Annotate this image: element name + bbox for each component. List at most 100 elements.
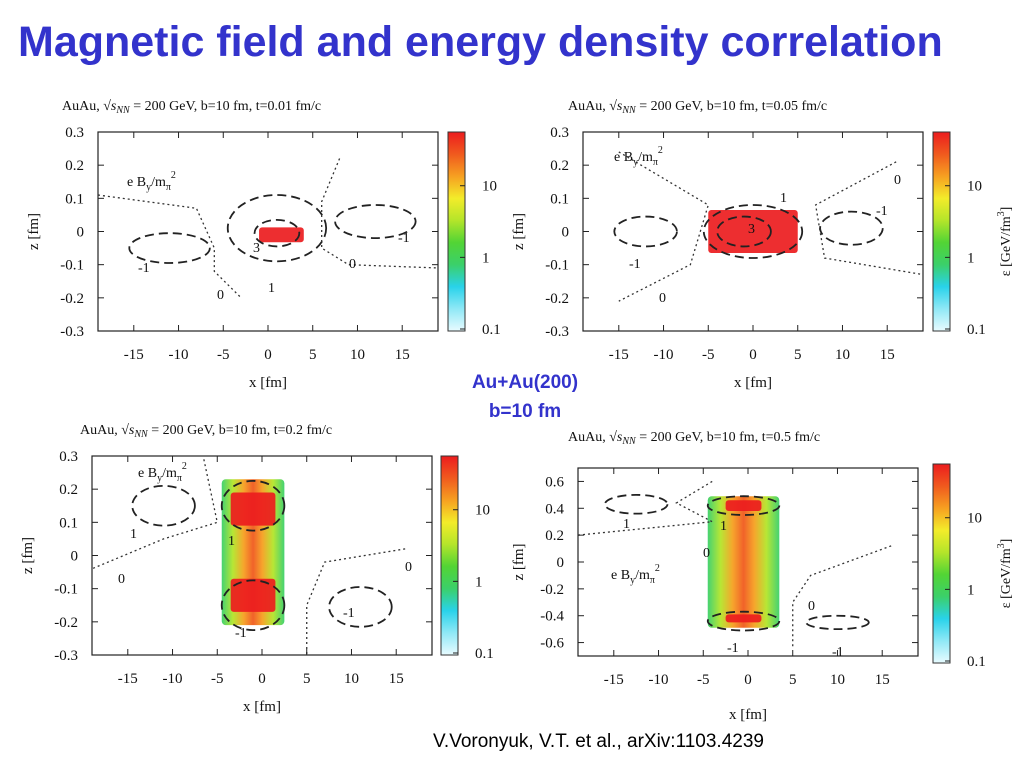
colorbar <box>447 131 466 332</box>
y-tick-label: 0.1 <box>59 515 78 531</box>
contour-value-label: 3 <box>253 241 260 256</box>
contour-value-label: 1 <box>780 191 787 206</box>
panel-title: AuAu, √sNN = 200 GeV, b=10 fm, t=0.2 fm/… <box>80 423 332 440</box>
x-tick-label: 0 <box>258 671 266 687</box>
contour-value-label: -1 <box>629 257 641 272</box>
x-tick-label: -5 <box>702 347 715 363</box>
x-tick-label: -15 <box>604 672 624 688</box>
y-axis-label: z [fm] <box>511 543 527 580</box>
x-axis-label: x [fm] <box>734 375 772 391</box>
colorbar-tick-label: 0.1 <box>967 322 986 338</box>
colorbar-tick-label: 10 <box>967 179 982 195</box>
y-tick-label: -0.1 <box>54 582 78 598</box>
y-tick-label: 0.4 <box>545 501 564 517</box>
b-contour-1 <box>706 610 781 632</box>
colorbar-tick-label: 0.1 <box>475 646 494 662</box>
energy-density-blob-2 <box>230 578 276 612</box>
y-tick-label: 0.6 <box>545 474 564 490</box>
b-zero-line-1 <box>792 545 892 650</box>
contour-value-label: -1 <box>398 231 410 246</box>
y-tick-label: 0.3 <box>65 125 84 141</box>
y-tick-label: 0.2 <box>545 528 564 544</box>
energy-density-blob-0 <box>708 209 798 254</box>
contour-value-label: 0 <box>405 560 412 575</box>
x-tick-label: 15 <box>389 671 404 687</box>
x-tick-label: 15 <box>395 347 410 363</box>
b-contour-1 <box>253 218 301 248</box>
x-tick-label: -5 <box>697 672 710 688</box>
panel-title: AuAu, √sNN = 200 GeV, b=10 fm, t=0.01 fm… <box>62 99 321 116</box>
x-tick-label: 5 <box>309 347 317 363</box>
b-contour-3 <box>805 614 870 631</box>
field-label: e By/mπ2 <box>614 145 663 168</box>
y-tick-label: -0.2 <box>54 615 78 631</box>
citation: V.Voronyuk, V.T. et al., arXiv:1103.4239 <box>433 731 764 752</box>
panel-title: AuAu, √sNN = 200 GeV, b=10 fm, t=0.5 fm/… <box>568 430 820 447</box>
colorbar <box>932 463 951 664</box>
contour-value-label: 0 <box>894 173 901 188</box>
colorbar-label: ε [GeV/fm3] <box>996 207 1014 277</box>
colorbar-tick-label: 1 <box>967 582 975 598</box>
contour-value-label: -1 <box>138 261 150 276</box>
b-contour-3 <box>334 204 417 240</box>
field-label: e By/mπ2 <box>611 563 660 586</box>
energy-density-blob-1 <box>230 492 276 526</box>
collision-label: Au+Au(200) <box>471 372 579 393</box>
b-contour-3 <box>328 586 393 628</box>
y-axis-label: z [fm] <box>26 213 42 250</box>
y-axis-label: z [fm] <box>20 537 36 574</box>
panel-title: AuAu, √sNN = 200 GeV, b=10 fm, t=0.05 fm… <box>568 99 827 116</box>
x-axis-label: x [fm] <box>243 699 281 715</box>
field-label: e By/mπ2 <box>138 461 187 484</box>
x-tick-label: 5 <box>789 672 797 688</box>
y-tick-label: 0.3 <box>59 449 78 465</box>
contour-value-label: -1 <box>876 204 888 219</box>
y-tick-label: 0.2 <box>59 482 78 498</box>
x-tick-label: 10 <box>344 671 359 687</box>
contour-value-label: -1 <box>727 641 739 656</box>
y-axis-label: z [fm] <box>511 213 527 250</box>
b-zero-line-0 <box>618 151 710 302</box>
x-tick-label: 10 <box>350 347 365 363</box>
y-tick-label: -0.3 <box>60 324 84 340</box>
b-contour-3 <box>819 210 884 246</box>
y-tick-label: -0.1 <box>60 258 84 274</box>
b-contour-2 <box>131 484 196 527</box>
colorbar <box>932 131 951 332</box>
b-zero-line-1 <box>814 161 923 276</box>
b-contour-0 <box>702 204 804 259</box>
x-tick-label: -5 <box>217 347 230 363</box>
x-tick-label: 0 <box>264 347 272 363</box>
b-contour-2 <box>128 232 211 264</box>
contour-value-label: 3 <box>748 222 755 237</box>
y-tick-label: 0.3 <box>550 125 569 141</box>
colorbar-tick-label: 0.1 <box>967 654 986 670</box>
colorbar-tick-label: 1 <box>475 574 483 590</box>
contour-value-label: 0 <box>703 546 710 561</box>
x-tick-label: -15 <box>124 347 144 363</box>
colorbar-tick-label: 10 <box>482 179 497 195</box>
contour-value-label: 0 <box>217 288 224 303</box>
x-tick-label: 10 <box>835 347 850 363</box>
b-contour-1 <box>220 579 286 632</box>
y-tick-label: -0.1 <box>545 258 569 274</box>
b-contour-0 <box>706 495 781 516</box>
y-tick-label: -0.3 <box>54 648 78 664</box>
colorbar-tick-label: 10 <box>967 511 982 527</box>
contour-value-label: 1 <box>720 519 727 534</box>
y-tick-label: -0.2 <box>60 291 84 307</box>
b-contour-1 <box>716 215 772 248</box>
x-tick-label: 15 <box>875 672 890 688</box>
x-tick-label: -10 <box>654 347 674 363</box>
y-tick-label: 0 <box>557 555 565 571</box>
b-contour-2 <box>603 493 669 515</box>
x-tick-label: 10 <box>830 672 845 688</box>
x-tick-label: -5 <box>211 671 224 687</box>
y-tick-label: 0.2 <box>65 158 84 174</box>
y-tick-label: -0.4 <box>540 609 564 625</box>
contour-value-label: -1 <box>235 626 247 641</box>
energy-density-blob-2 <box>725 614 762 623</box>
b-contour-0 <box>220 479 286 532</box>
